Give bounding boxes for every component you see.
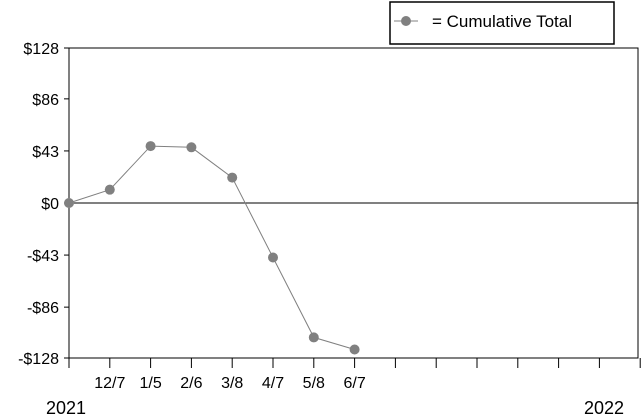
x-tick-label: 2/6 xyxy=(180,375,202,392)
data-point xyxy=(145,141,156,152)
data-point xyxy=(104,184,115,195)
y-tick-label: $86 xyxy=(32,92,59,109)
year-label-end: 2022 xyxy=(584,398,624,418)
x-tick-label: 4/7 xyxy=(262,375,284,392)
legend-box: = Cumulative Total xyxy=(389,1,615,45)
y-tick-label: $0 xyxy=(41,196,59,213)
legend-label: = Cumulative Total xyxy=(432,12,572,31)
y-tick-label: $128 xyxy=(23,41,59,58)
x-axis: 12/7 1/5 2/6 3/8 4/7 5/8 6/7 xyxy=(68,358,641,392)
year-label-start: 2021 xyxy=(46,398,86,418)
data-point xyxy=(64,198,74,208)
x-tick-label: 6/7 xyxy=(343,375,365,392)
plot-area xyxy=(68,47,639,359)
x-tick-label: 12/7 xyxy=(94,375,125,392)
x-tick-label: 3/8 xyxy=(221,375,243,392)
y-axis: $128 $86 $43 $0 -$43 -$86 -$128 xyxy=(18,41,69,368)
series-layer xyxy=(64,141,360,355)
series-line xyxy=(68,145,355,351)
y-tick-label: -$86 xyxy=(27,300,59,317)
data-point xyxy=(308,332,319,343)
x-tick-label: 5/8 xyxy=(303,375,325,392)
y-tick-label: -$128 xyxy=(18,351,59,368)
legend-marker-icon xyxy=(401,16,411,26)
legend-frame xyxy=(389,1,615,45)
data-point xyxy=(268,252,278,263)
data-point xyxy=(227,172,238,183)
data-point xyxy=(186,142,197,153)
data-point xyxy=(349,344,360,355)
y-tick-label: $43 xyxy=(32,144,59,161)
x-tick-label: 1/5 xyxy=(139,375,161,392)
y-tick-label: -$43 xyxy=(27,248,59,265)
